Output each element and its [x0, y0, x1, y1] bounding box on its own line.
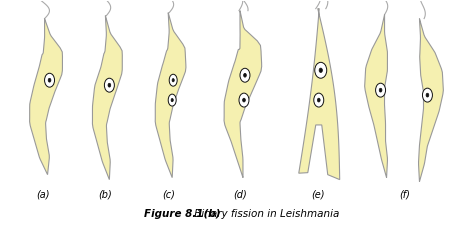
- Ellipse shape: [172, 79, 174, 82]
- Ellipse shape: [108, 83, 111, 87]
- Text: Figure 8.1(b): Figure 8.1(b): [144, 210, 220, 219]
- Ellipse shape: [422, 88, 432, 102]
- Text: (f): (f): [399, 189, 410, 200]
- Ellipse shape: [104, 78, 114, 92]
- Ellipse shape: [168, 94, 176, 106]
- Text: (d): (d): [233, 189, 247, 200]
- Text: (c): (c): [162, 189, 174, 200]
- Text: (a): (a): [36, 189, 49, 200]
- Ellipse shape: [243, 98, 246, 102]
- Ellipse shape: [171, 98, 173, 102]
- Text: (e): (e): [311, 189, 325, 200]
- Ellipse shape: [169, 74, 177, 86]
- Ellipse shape: [244, 73, 246, 77]
- Polygon shape: [29, 18, 63, 175]
- Ellipse shape: [239, 93, 249, 107]
- Ellipse shape: [379, 88, 382, 92]
- Ellipse shape: [426, 93, 429, 97]
- Text: (b): (b): [99, 189, 112, 200]
- Ellipse shape: [319, 68, 322, 73]
- Polygon shape: [299, 9, 340, 180]
- Ellipse shape: [314, 93, 324, 107]
- Ellipse shape: [318, 98, 320, 102]
- Text: Binary fission in Leishmania: Binary fission in Leishmania: [191, 210, 339, 219]
- Polygon shape: [419, 18, 443, 182]
- Polygon shape: [224, 11, 262, 178]
- Ellipse shape: [315, 62, 327, 78]
- Ellipse shape: [45, 73, 55, 87]
- Ellipse shape: [375, 83, 385, 97]
- Polygon shape: [155, 13, 186, 178]
- Ellipse shape: [48, 78, 51, 82]
- Polygon shape: [365, 15, 387, 178]
- Ellipse shape: [240, 68, 250, 82]
- Polygon shape: [92, 16, 122, 180]
